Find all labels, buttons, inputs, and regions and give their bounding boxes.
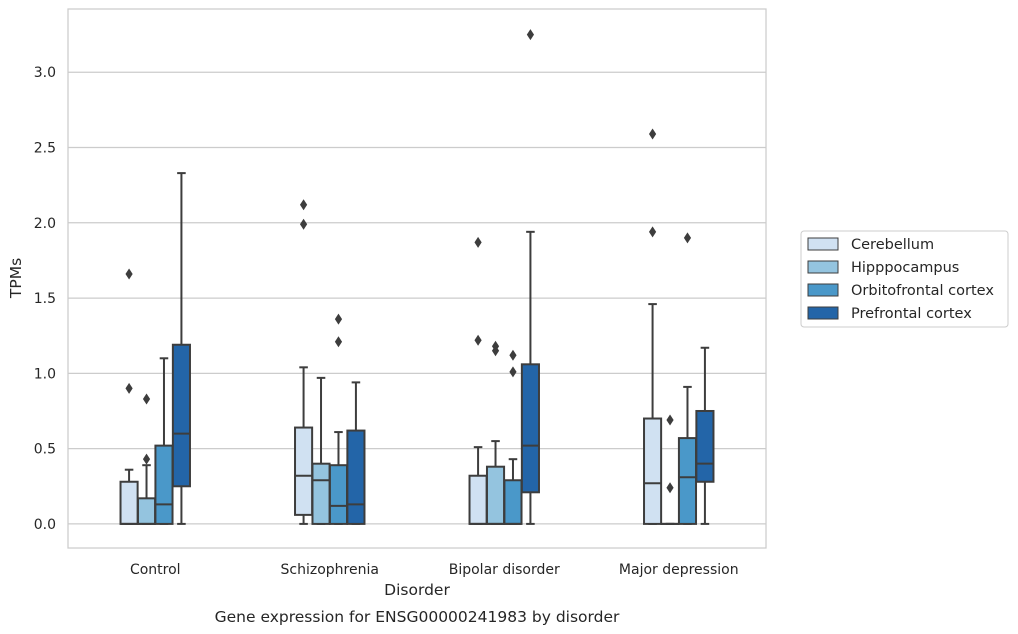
- outlier-point: [334, 336, 343, 348]
- box-rect: [154, 444, 174, 525]
- legend-label: Orbitofrontal cortex: [851, 283, 994, 299]
- y-tick-label: 3.0: [34, 65, 56, 81]
- outlier-point: [299, 199, 308, 211]
- legend-label: Hipppocampus: [851, 260, 959, 276]
- outlier-point: [666, 482, 674, 494]
- y-axis-label: TPMs: [7, 258, 25, 299]
- x-tick-label: Control: [130, 562, 181, 578]
- outlier-point: [526, 29, 535, 41]
- outlier-point: [648, 128, 657, 140]
- legend-swatch: [807, 306, 839, 320]
- outlier-point: [474, 334, 482, 346]
- y-tick-label: 1.5: [34, 291, 56, 307]
- box-rect: [695, 409, 715, 483]
- y-tick-labels: 0.0 0.5 1.0 1.5 2.0 2.5 3.0: [34, 65, 56, 533]
- outlier-point: [334, 313, 343, 325]
- legend-swatch: [807, 237, 839, 251]
- legend-frame: [800, 230, 1009, 328]
- box-rect: [171, 343, 191, 488]
- y-tick-label: 1.0: [34, 366, 56, 382]
- outlier-point: [648, 226, 657, 238]
- box-group: [695, 346, 715, 525]
- box-rect: [311, 462, 331, 525]
- outlier-point: [125, 382, 133, 394]
- box-group: [660, 414, 680, 525]
- y-tick-label: 0.0: [34, 517, 56, 533]
- x-tick-label: Bipolar disorder: [449, 562, 560, 578]
- box-group: [520, 29, 540, 525]
- box-group: [154, 357, 174, 525]
- box-group: [171, 172, 191, 525]
- legend: Cerebellum Hipppocampus Orbitofrontal cort…: [800, 230, 1009, 328]
- box-rect: [119, 480, 139, 525]
- y-tick-label: 2.0: [34, 216, 56, 232]
- box-rect: [677, 437, 698, 525]
- outlier-point: [683, 232, 692, 244]
- box-rect: [136, 497, 157, 525]
- box-group: [346, 381, 366, 525]
- x-axis-label: Disorder: [384, 581, 450, 599]
- box-group: [119, 268, 139, 525]
- box-rect: [294, 426, 314, 516]
- boxes: [119, 29, 715, 525]
- chart-caption: Gene expression for ENSG00000241983 by d…: [215, 608, 620, 626]
- outlier-point: [666, 414, 674, 426]
- box-rect: [520, 363, 540, 494]
- box-rect: [328, 464, 349, 525]
- x-tick-labels: Control Schizophrenia Bipolar disorder Majo…: [130, 562, 739, 578]
- outlier-point: [491, 340, 500, 352]
- legend-swatch: [807, 260, 839, 274]
- y-tick-label: 0.5: [34, 442, 56, 458]
- outlier-point: [299, 218, 308, 230]
- box-rect: [485, 465, 506, 525]
- x-tick-label: Schizophrenia: [281, 562, 379, 578]
- box-group: [485, 340, 506, 525]
- box-rect: [503, 479, 523, 525]
- legend-swatch: [807, 283, 839, 297]
- x-tick-label: Major depression: [619, 562, 739, 578]
- outlier-point: [142, 453, 151, 465]
- box-group: [503, 349, 523, 525]
- plot-area-frame: [67, 8, 767, 549]
- outlier-point: [142, 393, 151, 405]
- legend-label: Prefrontal cortex: [851, 306, 972, 322]
- box-rect: [468, 474, 488, 525]
- legend-label: Cerebellum: [851, 237, 934, 253]
- outlier-point: [474, 236, 482, 248]
- box-group: [643, 128, 663, 525]
- box-group: [468, 236, 488, 525]
- box-rect: [346, 429, 366, 525]
- outlier-point: [509, 366, 517, 378]
- outlier-point: [509, 349, 517, 361]
- box-rect: [643, 417, 663, 525]
- y-tick-label: 2.5: [34, 141, 56, 157]
- outlier-point: [125, 268, 133, 280]
